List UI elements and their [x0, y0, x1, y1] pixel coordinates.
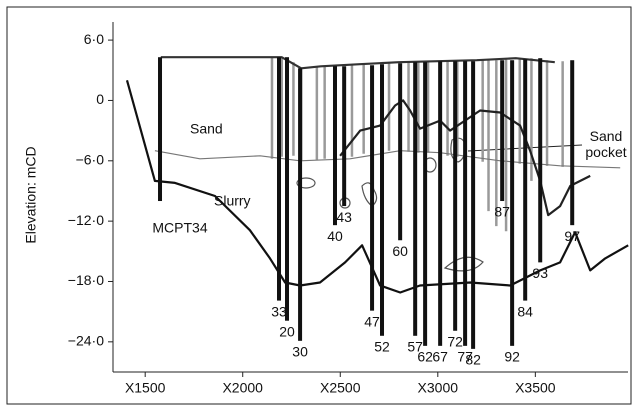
borehole — [380, 64, 385, 336]
borehole — [523, 59, 528, 301]
surface-line — [160, 56, 555, 70]
borehole — [500, 60, 505, 202]
sand-pocket — [361, 182, 378, 207]
annotation: Sand pocket — [585, 128, 627, 160]
borehole-label: 47 — [364, 313, 380, 329]
borehole — [332, 66, 337, 226]
y-tick-label: −6·0 — [76, 151, 105, 167]
borehole-label: 43 — [336, 209, 352, 225]
borehole — [463, 61, 468, 346]
y-tick-label: −12·0 — [68, 212, 104, 228]
borehole — [285, 57, 290, 321]
borehole-label: 92 — [504, 349, 520, 365]
y-tick-label: −24·0 — [68, 333, 104, 349]
borehole-label: 40 — [327, 228, 343, 244]
borehole — [370, 65, 375, 311]
x-tick-label: X2000 — [222, 380, 263, 396]
borehole — [538, 58, 543, 263]
y-axis-label: Elevation: mCD — [23, 146, 39, 243]
borehole-label: 57 — [407, 338, 423, 354]
outer-frame — [6, 6, 632, 405]
borehole-label: 87 — [494, 204, 510, 220]
borehole — [342, 66, 347, 207]
annotation: Sand — [190, 121, 223, 137]
y-tick-label: −18·0 — [68, 272, 104, 288]
surface-line — [125, 80, 629, 294]
borehole-label: 52 — [374, 338, 390, 354]
y-tick-label: 0 — [96, 91, 104, 107]
y-tick-label: 6·0 — [84, 31, 104, 47]
borehole-label: 62 — [417, 349, 433, 365]
x-tick-label: X1500 — [125, 380, 166, 396]
borehole-label: 97 — [564, 228, 580, 244]
borehole-label: 60 — [392, 243, 408, 259]
borehole — [277, 57, 282, 301]
x-tick-label: X3500 — [515, 380, 556, 396]
borehole-label: 93 — [532, 265, 548, 281]
borehole — [398, 63, 403, 241]
borehole — [471, 61, 476, 349]
borehole — [510, 60, 515, 346]
borehole — [158, 57, 163, 202]
borehole-label: MCPT34 — [152, 220, 207, 236]
borehole — [413, 62, 418, 336]
x-tick-label: X3000 — [418, 380, 459, 396]
borehole-label: 77 — [457, 349, 473, 365]
borehole — [570, 60, 575, 226]
borehole — [453, 61, 458, 331]
x-tick-label: X2500 — [320, 380, 361, 396]
borehole-label: 82 — [465, 352, 481, 368]
borehole-label: 20 — [279, 323, 295, 339]
borehole-label: 30 — [292, 344, 308, 360]
surface-line — [154, 150, 621, 169]
borehole-label: 72 — [447, 333, 463, 349]
borehole — [423, 62, 428, 346]
borehole — [438, 61, 443, 346]
borehole-label: 84 — [517, 303, 533, 319]
borehole-label: 33 — [271, 303, 287, 319]
borehole-label: 67 — [432, 349, 448, 365]
borehole — [298, 68, 303, 341]
sand-pocket — [296, 177, 316, 189]
